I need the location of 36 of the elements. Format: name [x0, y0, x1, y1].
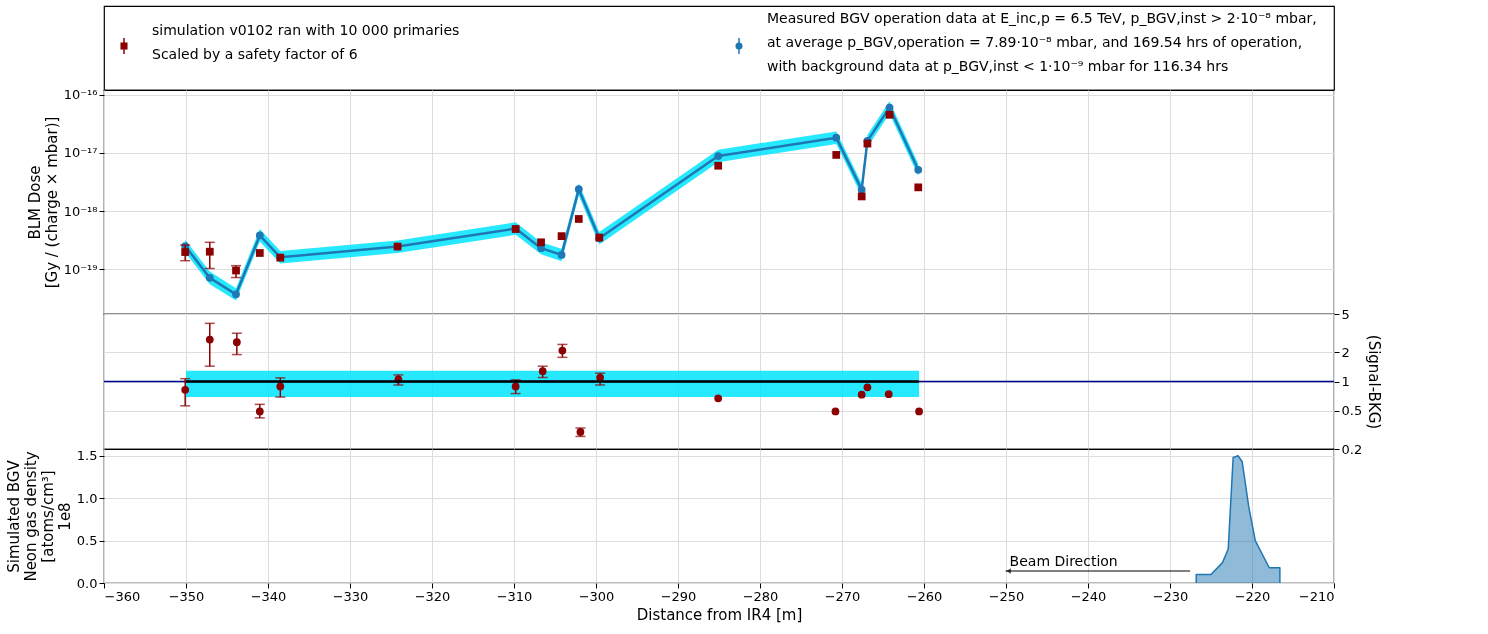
- x-tick-label: −280: [742, 588, 779, 604]
- y2-tick-label: 2: [1341, 344, 1350, 360]
- y-tick-label: 10⁻¹⁶: [63, 87, 98, 103]
- x-tick-label: −320: [414, 588, 451, 604]
- legend-label: Measured BGV operation data at E_inc,p = 6.5 TeV, p_BGV,inst > 2·10⁻⁸ mbar, at average p_BGV,operation = 7.89·10⁻⁸ mbar, and 169.54 hrs of operation, with background data at p_BGV,inst < 1·10⁻⁹ mbar for 116.34 hrs: [767, 10, 1317, 74]
- x-tick-label: −240: [1070, 588, 1107, 604]
- x-tick-label: −310: [496, 588, 533, 604]
- x-tick-label: −260: [906, 588, 943, 604]
- y-tick-label: 10⁻¹⁸: [63, 203, 98, 219]
- x-axis-title: Distance from IR4 [m]: [636, 605, 803, 624]
- y-tick-label: 10⁻¹⁹: [63, 261, 98, 277]
- x-tick-label: −230: [1152, 588, 1189, 604]
- y2-axis-title: (Signal-BKG): [1365, 334, 1384, 430]
- x-tick-label: −220: [1234, 588, 1271, 604]
- y-tick-label: 10⁻¹⁷: [63, 145, 98, 161]
- y-tick-label: 0.0: [76, 575, 98, 591]
- y2-tick-label: 0.5: [1341, 403, 1363, 419]
- y-axis-title: BLM Dose [Gy / (charge × mbar)]: [25, 116, 61, 289]
- y-tick-label: 1.5: [76, 448, 98, 464]
- y2-tick-label: 1: [1341, 374, 1350, 389]
- x-tick-label: −330: [332, 588, 369, 604]
- x-tick-label: −210: [1298, 588, 1335, 604]
- y-axis-title: Simulated BGV Neon gas density [atoms/cm³] 1e8: [4, 451, 74, 582]
- x-tick-label: −350: [168, 588, 205, 604]
- x-tick-label: −340: [250, 588, 287, 604]
- x-tick-label: −300: [578, 588, 615, 604]
- x-tick-label: −290: [660, 588, 697, 604]
- legend-label: simulation v0102 ran with 10 000 primaries Scaled by a safety factor of 6: [152, 22, 460, 62]
- y2-tick-label: 5: [1341, 306, 1350, 322]
- x-tick-label: −360: [104, 588, 141, 604]
- annotation: Beam Direction: [1009, 553, 1118, 569]
- y-tick-label: 0.5: [76, 533, 98, 549]
- y2-tick-label: 0.2: [1341, 441, 1363, 457]
- x-tick-label: −270: [824, 588, 861, 604]
- x-tick-label: −250: [988, 588, 1025, 604]
- y-tick-label: 1.0: [76, 490, 98, 506]
